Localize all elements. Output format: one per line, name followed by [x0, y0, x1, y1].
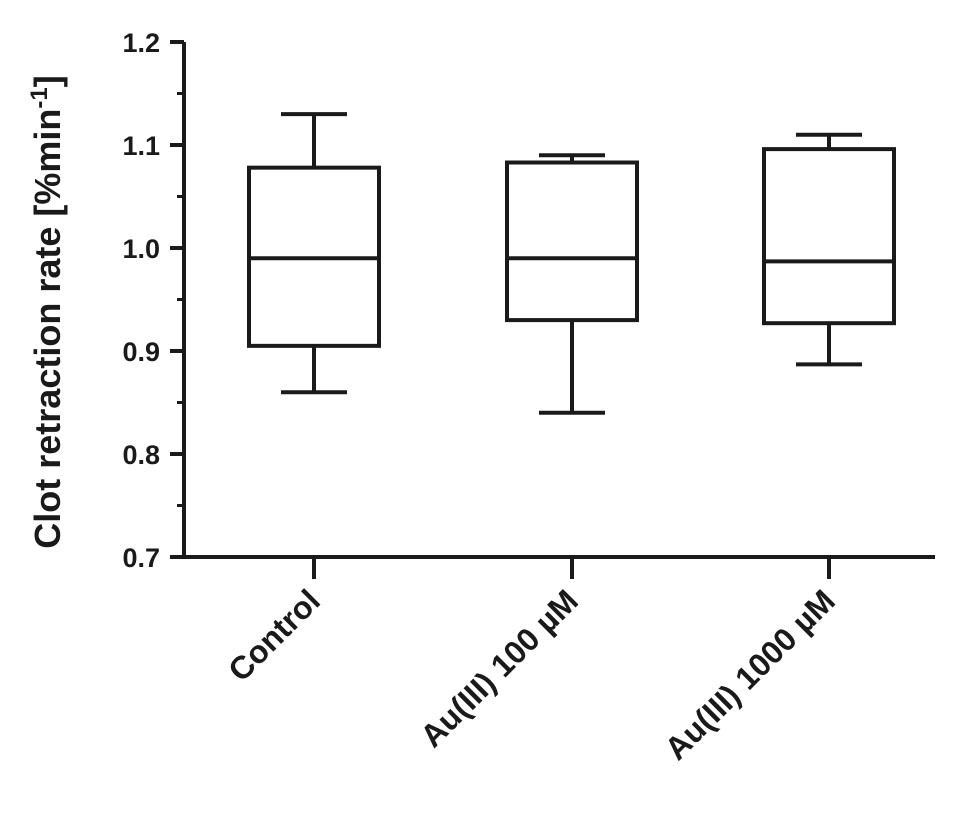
x-tick-label: Au(III) 100 µM [413, 582, 585, 754]
x-axis: Control Au(III) 100 µM Au(III) 1000 µM [182, 555, 935, 767]
box-3 [762, 132, 896, 367]
y-tick-label: 0.9 [122, 337, 160, 367]
box-2 [505, 153, 639, 415]
y-tick-label: 1.2 [122, 28, 160, 58]
iqr-box [505, 160, 639, 323]
boxes-group [247, 112, 896, 415]
y-tick-label: 0.8 [122, 440, 160, 470]
y-tick-label: 1.0 [122, 234, 160, 264]
iqr-box [762, 147, 896, 326]
y-tick-label: 1.1 [122, 131, 160, 161]
y-axis-label: Clot retraction rate [%min-1] [26, 75, 69, 548]
box-1 [247, 112, 381, 395]
y-tick-label: 0.7 [122, 543, 160, 573]
x-tick-label: Control [221, 582, 327, 688]
x-tick-label: Au(III) 1000 µM [658, 582, 842, 766]
y-axis: 0.7 0.8 0.9 1.0 1.1 1.2 [122, 28, 186, 573]
